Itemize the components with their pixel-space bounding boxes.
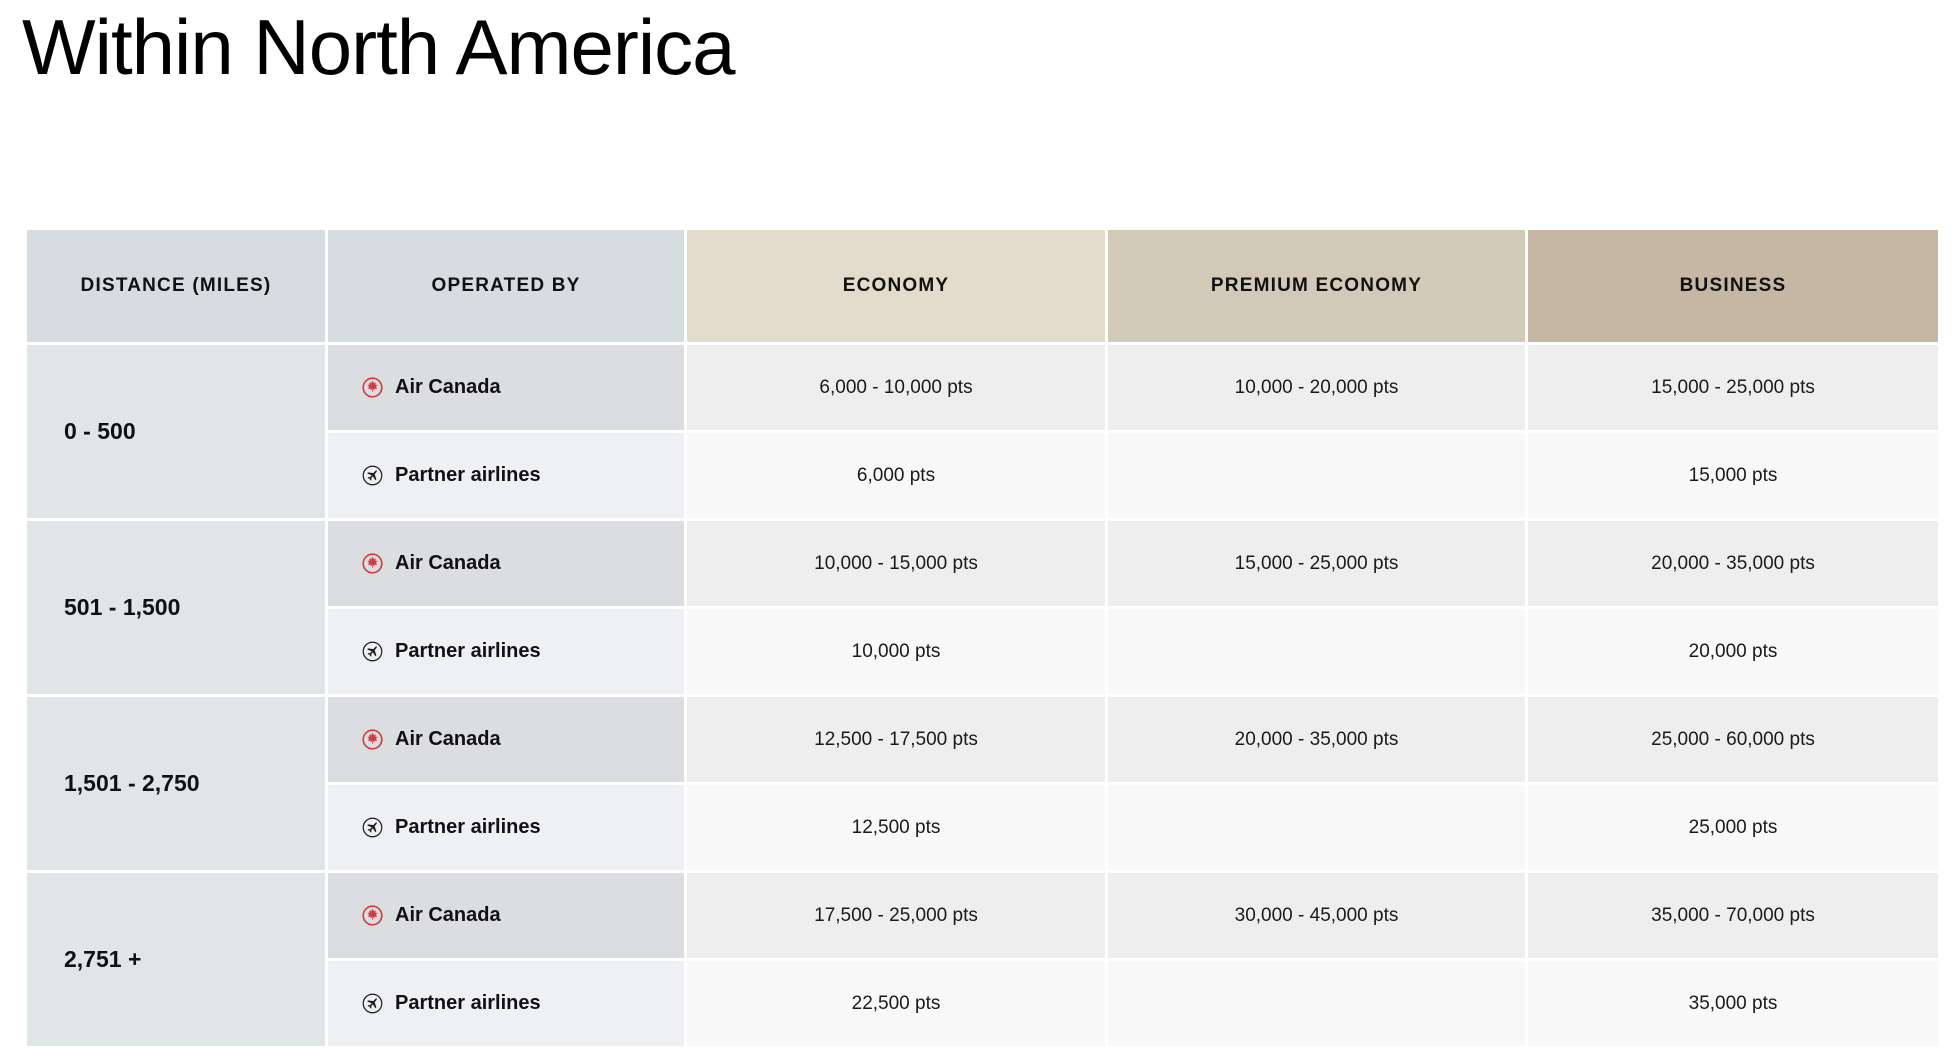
page-title: Within North America xyxy=(22,3,736,91)
partner-airlines-row: Partner airlines 6,000 pts 15,000 pts xyxy=(27,433,1938,518)
operator-label: Partner airlines xyxy=(395,816,541,838)
header-business: BUSINESS xyxy=(1528,230,1938,342)
business-cell: 35,000 pts xyxy=(1528,961,1938,1046)
operator-cell: Air Canada xyxy=(328,345,684,430)
operator-cell: Air Canada xyxy=(328,873,684,958)
operator-cell: Partner airlines xyxy=(328,785,684,870)
header-economy: ECONOMY xyxy=(687,230,1105,342)
economy-cell: 10,000 - 15,000 pts xyxy=(687,521,1105,606)
business-cell: 20,000 pts xyxy=(1528,609,1938,694)
table-header-row: DISTANCE (MILES) OPERATED BY ECONOMY PRE… xyxy=(27,230,1938,342)
economy-cell: 10,000 pts xyxy=(687,609,1105,694)
economy-cell: 22,500 pts xyxy=(687,961,1105,1046)
partner-airplane-icon xyxy=(362,817,383,838)
operator-cell: Air Canada xyxy=(328,697,684,782)
premium-economy-cell: 30,000 - 45,000 pts xyxy=(1108,873,1525,958)
premium-economy-cell xyxy=(1108,433,1525,518)
air-canada-row: 0 - 500 Air Canada 6,000 - 10,000 pts 10… xyxy=(27,345,1938,518)
distance-cell: 0 - 500 xyxy=(27,345,325,518)
economy-cell: 6,000 - 10,000 pts xyxy=(687,345,1105,430)
business-cell: 20,000 - 35,000 pts xyxy=(1528,521,1938,606)
operator-label: Air Canada xyxy=(395,552,501,574)
partner-airlines-row: Partner airlines 12,500 pts 25,000 pts xyxy=(27,785,1938,870)
operator-label: Air Canada xyxy=(395,376,501,398)
premium-economy-cell: 15,000 - 25,000 pts xyxy=(1108,521,1525,606)
business-cell: 35,000 - 70,000 pts xyxy=(1528,873,1938,958)
premium-economy-cell: 10,000 - 20,000 pts xyxy=(1108,345,1525,430)
partner-airplane-icon xyxy=(362,641,383,662)
operator-label: Air Canada xyxy=(395,904,501,926)
business-cell: 25,000 pts xyxy=(1528,785,1938,870)
header-premium-economy: PREMIUM ECONOMY xyxy=(1108,230,1525,342)
premium-economy-cell xyxy=(1108,785,1525,870)
partner-airplane-icon xyxy=(362,993,383,1014)
business-cell: 25,000 - 60,000 pts xyxy=(1528,697,1938,782)
award-chart-table: DISTANCE (MILES) OPERATED BY ECONOMY PRE… xyxy=(24,227,1941,1049)
operator-label: Partner airlines xyxy=(395,992,541,1014)
air-canada-row: 501 - 1,500 Air Canada 10,000 - 15,000 p… xyxy=(27,521,1938,694)
business-cell: 15,000 - 25,000 pts xyxy=(1528,345,1938,430)
economy-cell: 12,500 pts xyxy=(687,785,1105,870)
operator-cell: Partner airlines xyxy=(328,433,684,518)
premium-economy-cell xyxy=(1108,961,1525,1046)
air-canada-roundel-icon xyxy=(362,905,383,926)
distance-cell: 2,751 + xyxy=(27,873,325,1046)
economy-cell: 17,500 - 25,000 pts xyxy=(687,873,1105,958)
economy-cell: 12,500 - 17,500 pts xyxy=(687,697,1105,782)
air-canada-roundel-icon xyxy=(362,729,383,750)
operator-cell: Partner airlines xyxy=(328,961,684,1046)
air-canada-roundel-icon xyxy=(362,553,383,574)
premium-economy-cell: 20,000 - 35,000 pts xyxy=(1108,697,1525,782)
air-canada-roundel-icon xyxy=(362,377,383,398)
header-distance-miles: DISTANCE (MILES) xyxy=(27,230,325,342)
air-canada-row: 1,501 - 2,750 Air Canada 12,500 - 17,500… xyxy=(27,697,1938,870)
distance-cell: 1,501 - 2,750 xyxy=(27,697,325,870)
operator-cell: Air Canada xyxy=(328,521,684,606)
business-cell: 15,000 pts xyxy=(1528,433,1938,518)
premium-economy-cell xyxy=(1108,609,1525,694)
header-operated-by: OPERATED BY xyxy=(328,230,684,342)
distance-cell: 501 - 1,500 xyxy=(27,521,325,694)
operator-cell: Partner airlines xyxy=(328,609,684,694)
air-canada-row: 2,751 + Air Canada 17,500 - 25,000 pts 3… xyxy=(27,873,1938,1046)
operator-label: Partner airlines xyxy=(395,640,541,662)
partner-airlines-row: Partner airlines 10,000 pts 20,000 pts xyxy=(27,609,1938,694)
partner-airplane-icon xyxy=(362,465,383,486)
operator-label: Air Canada xyxy=(395,728,501,750)
operator-label: Partner airlines xyxy=(395,464,541,486)
economy-cell: 6,000 pts xyxy=(687,433,1105,518)
partner-airlines-row: Partner airlines 22,500 pts 35,000 pts xyxy=(27,961,1938,1046)
